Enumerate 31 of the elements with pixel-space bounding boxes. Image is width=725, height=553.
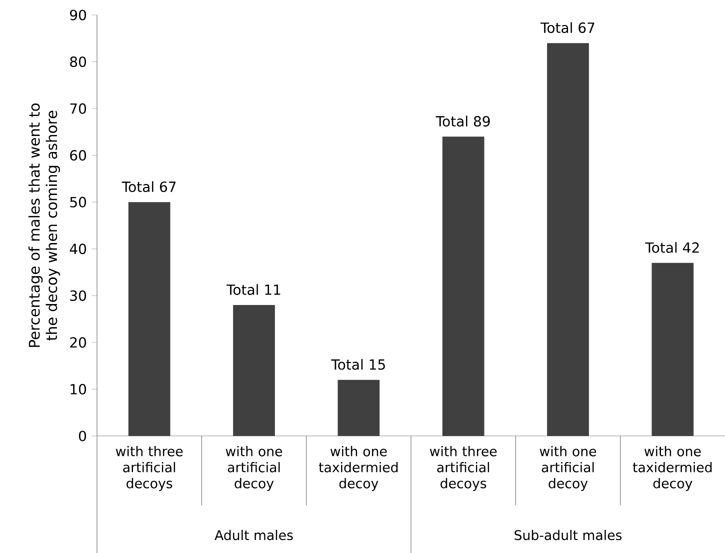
bar xyxy=(547,43,589,436)
text: Adult males xyxy=(214,530,293,540)
y-axis-title: Percentage of males that went to the decoy when coming ashore xyxy=(28,103,60,347)
bar xyxy=(442,136,484,436)
y-tick-label: 70 xyxy=(70,103,86,114)
x-tick-label: with one artificial decoy xyxy=(540,446,596,491)
x-tick-label: with three artificial decoys xyxy=(116,446,183,491)
y-tick-label: 90 xyxy=(70,10,86,20)
bar xyxy=(652,262,694,436)
x-tick-label: with three artificial decoys xyxy=(430,446,497,491)
bar xyxy=(128,202,170,436)
x-tick-label: with one taxidermied decoy xyxy=(318,446,398,491)
data-label: Total 42 xyxy=(645,242,699,253)
y-tick-label: 20 xyxy=(70,337,86,348)
data-label: Total 67 xyxy=(122,181,176,192)
y-tick-label: 80 xyxy=(70,56,86,68)
bar xyxy=(233,305,275,436)
x-tick-label: with one taxidermied decoy xyxy=(632,446,712,491)
y-tick-label: 0 xyxy=(78,430,86,442)
text: Sub-adult males xyxy=(514,530,622,540)
data-label: Total 89 xyxy=(436,116,490,127)
y-tick-label: 60 xyxy=(70,150,86,161)
data-label: Total 15 xyxy=(331,358,385,370)
y-tick-label: 40 xyxy=(70,244,86,254)
bar xyxy=(338,380,380,436)
data-label: Total 11 xyxy=(226,284,280,295)
y-tick-label: 50 xyxy=(70,196,86,208)
y-tick-label: 30 xyxy=(70,290,86,301)
x-tick-label: with one artificial decoy xyxy=(226,446,282,491)
y-tick-label: 10 xyxy=(70,384,86,394)
data-label: Total 67 xyxy=(540,22,594,34)
